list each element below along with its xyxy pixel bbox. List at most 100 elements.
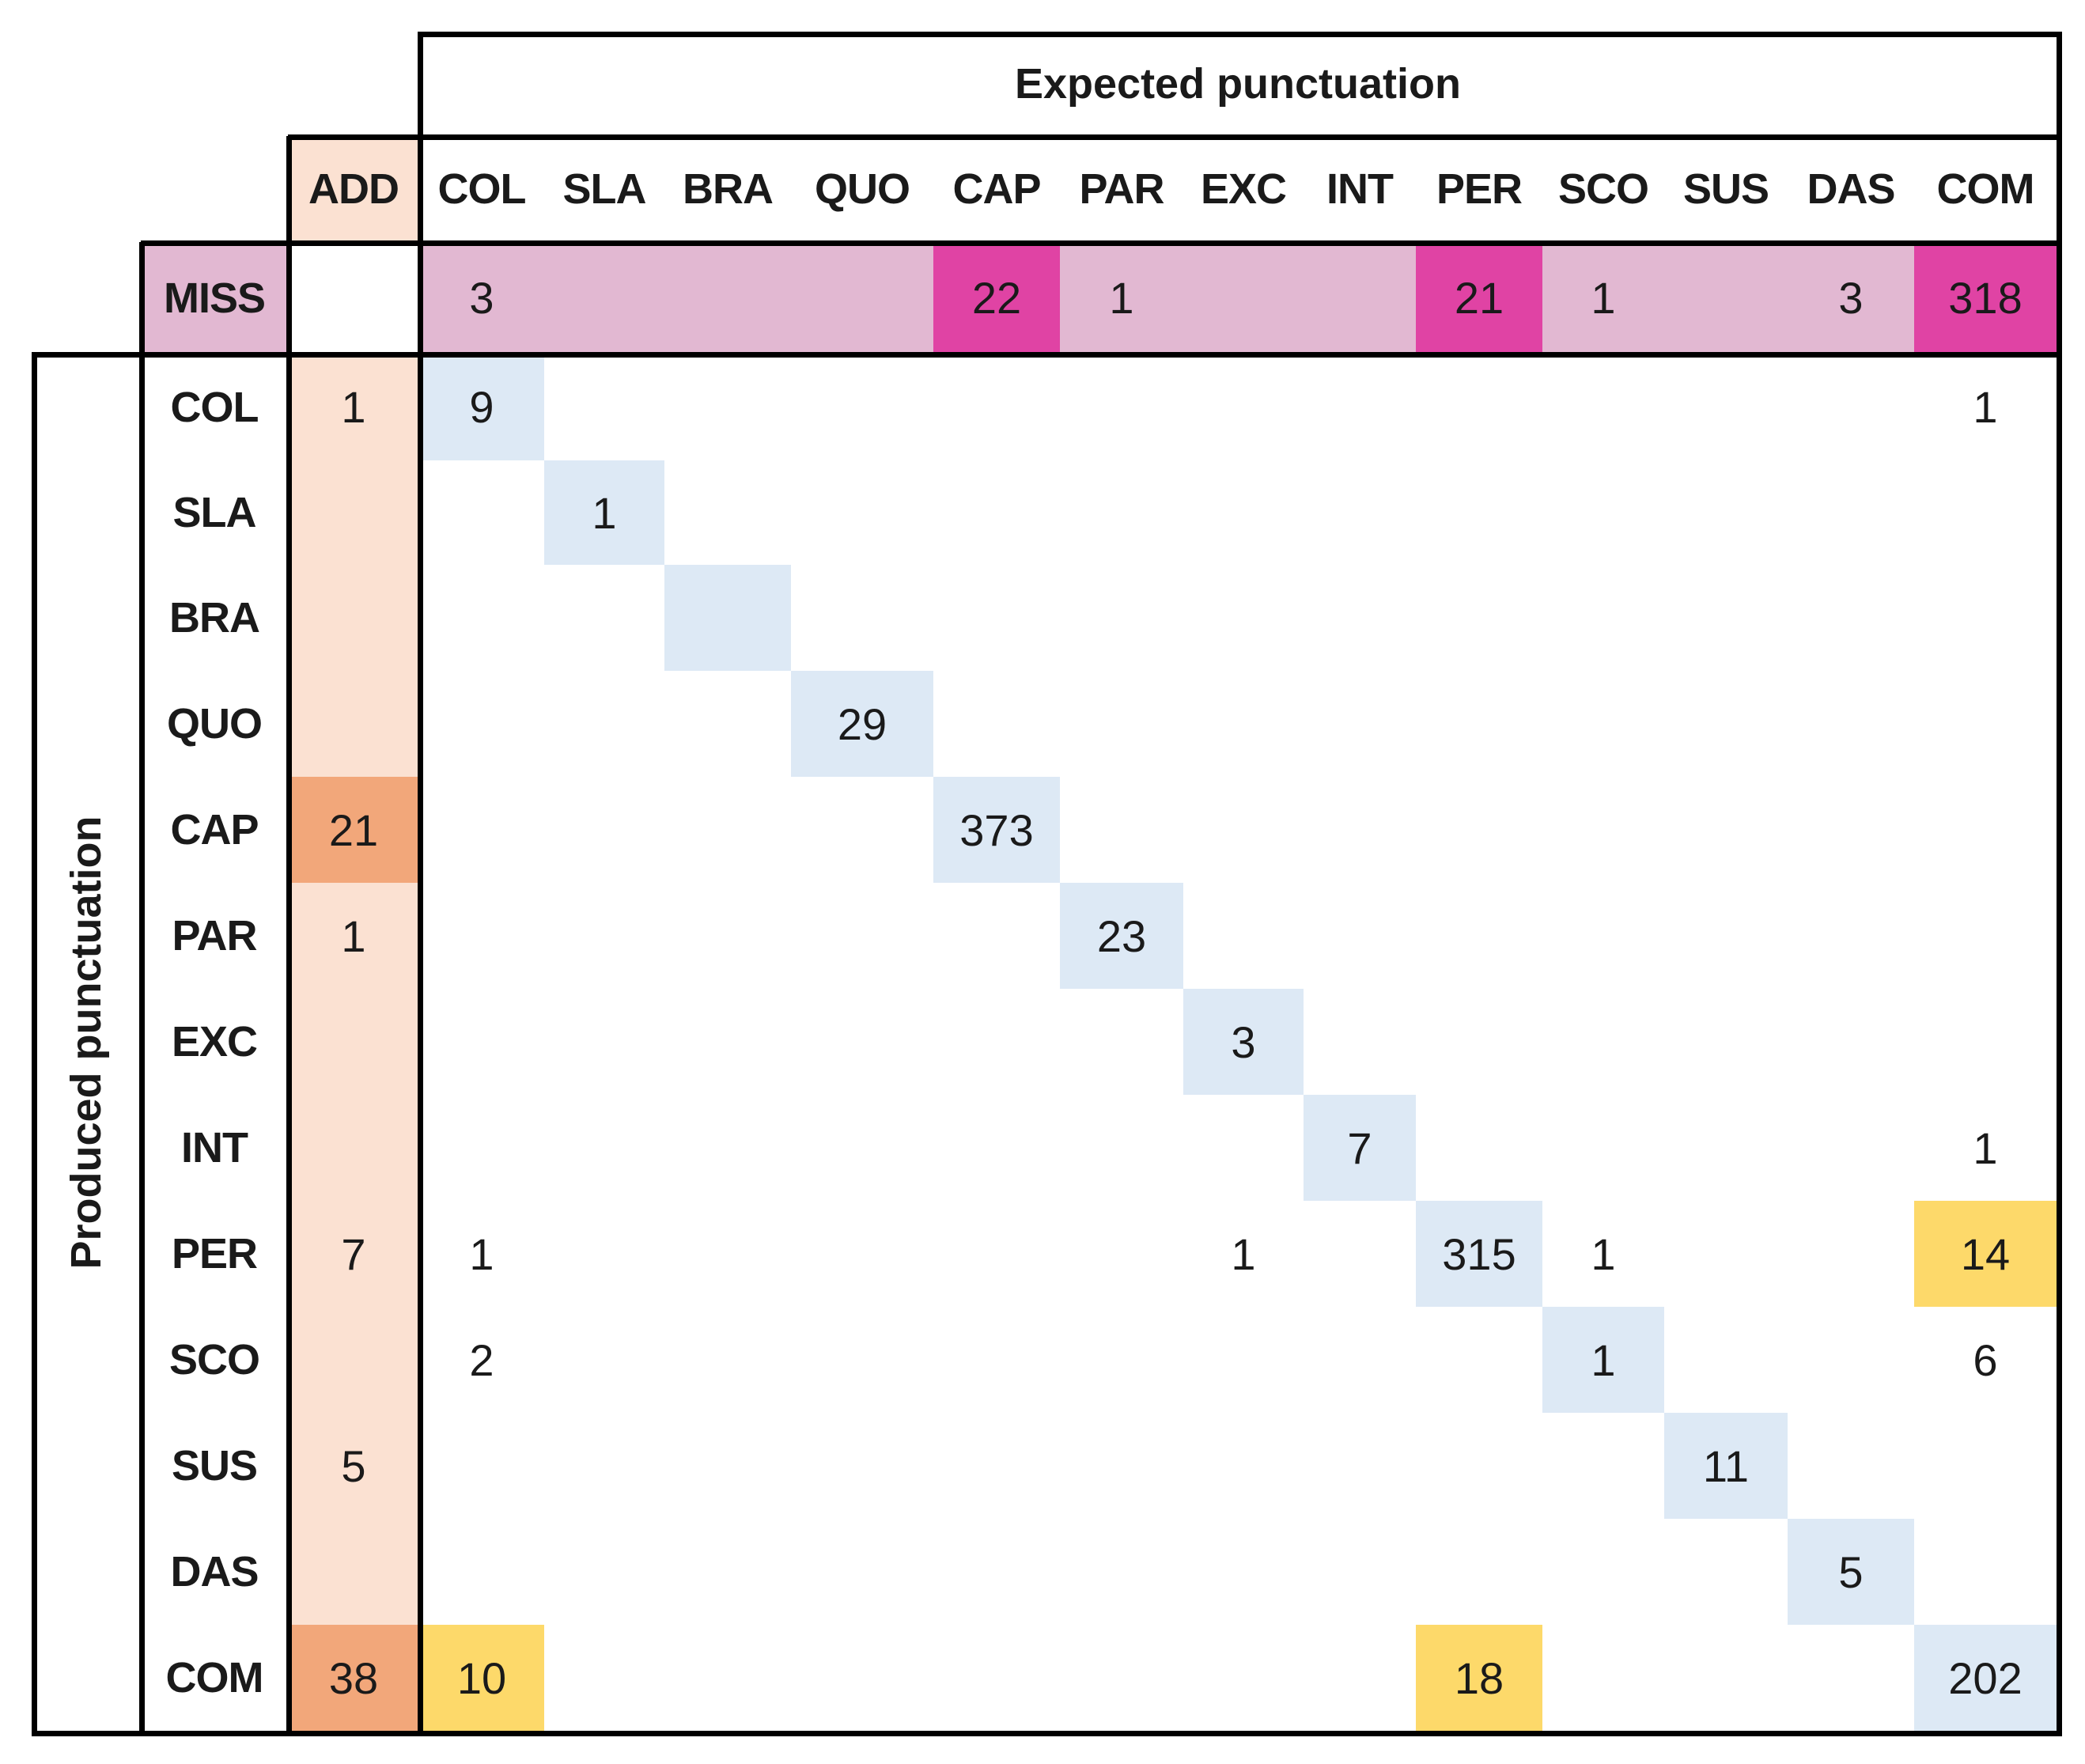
matrix-cell-col-col-label: 9 bbox=[469, 382, 494, 432]
add-cell-col: 1 bbox=[288, 354, 419, 460]
matrix-cell-col-com: 1 bbox=[1914, 354, 2057, 460]
matrix-cell-sus-sus: 11 bbox=[1664, 1413, 1788, 1519]
add-header-label: ADD bbox=[308, 165, 399, 213]
matrix-cell-per-per: 315 bbox=[1416, 1201, 1542, 1307]
row-header-int: INT bbox=[141, 1095, 288, 1201]
miss-label-label: MISS bbox=[163, 274, 266, 322]
matrix-cell-das-das: 5 bbox=[1788, 1519, 1914, 1625]
border-produced-left bbox=[32, 352, 37, 1736]
row-header-sus: SUS bbox=[141, 1413, 288, 1519]
miss-band bbox=[419, 242, 2057, 354]
add-miss-corner bbox=[288, 242, 419, 354]
matrix-cell-per-exc-label: 1 bbox=[1231, 1228, 1256, 1279]
miss-cell-das: 3 bbox=[1788, 242, 1914, 354]
column-header-int: INT bbox=[1304, 136, 1416, 242]
matrix-cell-sco-sco-label: 1 bbox=[1591, 1334, 1616, 1385]
matrix-cell-per-col: 1 bbox=[419, 1201, 544, 1307]
miss-cell-sco-label: 1 bbox=[1591, 273, 1616, 323]
border-miss-bottom bbox=[32, 352, 2057, 358]
matrix-cell-per-com: 14 bbox=[1914, 1201, 2057, 1307]
row-header-bra: BRA bbox=[141, 565, 288, 671]
matrix-cell-sco-com: 6 bbox=[1914, 1307, 2057, 1413]
row-header-col-label: COL bbox=[170, 383, 259, 431]
row-header-sla-label: SLA bbox=[172, 489, 257, 536]
produced-punctuation-title: Produced punctuation bbox=[62, 816, 110, 1269]
matrix-cell-sus-sus-label: 11 bbox=[1702, 1440, 1750, 1491]
miss-cell-par: 1 bbox=[1060, 242, 1183, 354]
column-header-quo: QUO bbox=[791, 136, 933, 242]
matrix-cell-sla-sla: 1 bbox=[544, 460, 664, 565]
column-header-per-label: PER bbox=[1436, 165, 1523, 213]
column-header-sco-label: SCO bbox=[1557, 165, 1649, 213]
row-header-bra-label: BRA bbox=[169, 594, 260, 642]
miss-cell-col-label: 3 bbox=[469, 273, 494, 323]
matrix-cell-com-per: 18 bbox=[1416, 1625, 1542, 1731]
miss-cell-per-label: 21 bbox=[1454, 273, 1504, 323]
matrix-cell-col-com-label: 1 bbox=[1973, 382, 1998, 432]
row-header-das-label: DAS bbox=[170, 1548, 259, 1596]
matrix-cell-sco-col-label: 2 bbox=[469, 1334, 494, 1385]
matrix-cell-int-int-label: 7 bbox=[1347, 1122, 1372, 1173]
row-header-per-label: PER bbox=[171, 1230, 258, 1278]
matrix-cell-int-int: 7 bbox=[1304, 1095, 1416, 1201]
matrix-cell-int-com-label: 1 bbox=[1973, 1122, 1998, 1173]
matrix-cell-cap-cap-label: 373 bbox=[959, 804, 1034, 855]
border-bottom bbox=[32, 1731, 2062, 1736]
matrix-cell-par-par-label: 23 bbox=[1096, 910, 1147, 961]
miss-cell-com: 318 bbox=[1914, 242, 2057, 354]
matrix-cell-com-col: 10 bbox=[419, 1625, 544, 1731]
row-header-das: DAS bbox=[141, 1519, 288, 1625]
row-header-per: PER bbox=[141, 1201, 288, 1307]
add-cell-com-label: 38 bbox=[328, 1652, 379, 1703]
column-header-sus: SUS bbox=[1664, 136, 1788, 242]
miss-cell-das-label: 3 bbox=[1838, 273, 1864, 323]
column-header-sco: SCO bbox=[1542, 136, 1664, 242]
border-title-bottom bbox=[419, 134, 2057, 140]
matrix-cell-bra-bra bbox=[664, 565, 791, 671]
miss-cell-sco: 1 bbox=[1542, 242, 1664, 354]
matrix-cell-sco-com-label: 6 bbox=[1973, 1334, 1998, 1385]
row-header-sco-label: SCO bbox=[168, 1336, 260, 1384]
matrix-cell-exc-exc-label: 3 bbox=[1231, 1016, 1256, 1067]
border-right bbox=[2057, 32, 2062, 1736]
column-header-int-label: INT bbox=[1326, 165, 1394, 213]
add-cell-sus: 5 bbox=[288, 1413, 419, 1519]
matrix-cell-cap-cap: 373 bbox=[933, 777, 1060, 883]
row-header-exc: EXC bbox=[141, 989, 288, 1095]
add-cell-col-label: 1 bbox=[341, 382, 366, 432]
column-header-bra: BRA bbox=[664, 136, 791, 242]
add-header: ADD bbox=[288, 136, 419, 242]
column-header-col: COL bbox=[419, 136, 544, 242]
matrix-cell-per-per-label: 315 bbox=[1442, 1228, 1516, 1279]
row-header-par-label: PAR bbox=[172, 912, 257, 960]
add-cell-cap: 21 bbox=[288, 777, 419, 883]
column-header-col-label: COL bbox=[437, 165, 527, 213]
row-header-par: PAR bbox=[141, 883, 288, 989]
matrix-cell-col-col: 9 bbox=[419, 354, 544, 460]
matrix-cell-int-com: 1 bbox=[1914, 1095, 2057, 1201]
column-header-sus-label: SUS bbox=[1682, 165, 1769, 213]
matrix-cell-com-col-label: 10 bbox=[456, 1652, 507, 1703]
matrix-cell-quo-quo-label: 29 bbox=[837, 698, 887, 749]
column-header-cap-label: CAP bbox=[952, 165, 1041, 213]
add-cell-com: 38 bbox=[288, 1625, 419, 1731]
border-add-top bbox=[288, 134, 419, 140]
border-header-bottom bbox=[141, 240, 2057, 246]
add-cell-par: 1 bbox=[288, 883, 419, 989]
matrix-cell-exc-exc: 3 bbox=[1183, 989, 1304, 1095]
matrix-cell-per-com-label: 14 bbox=[1960, 1228, 2011, 1279]
column-header-das: DAS bbox=[1788, 136, 1914, 242]
column-header-bra-label: BRA bbox=[683, 165, 774, 213]
add-cell-cap-label: 21 bbox=[328, 804, 379, 855]
row-header-sco: SCO bbox=[141, 1307, 288, 1413]
miss-cell-col: 3 bbox=[419, 242, 544, 354]
miss-cell-cap-label: 22 bbox=[971, 273, 1022, 323]
matrix-cell-per-sco: 1 bbox=[1542, 1201, 1664, 1307]
row-header-int-label: INT bbox=[181, 1124, 248, 1172]
matrix-cell-quo-quo: 29 bbox=[791, 671, 933, 777]
column-header-cap: CAP bbox=[933, 136, 1060, 242]
column-header-das-label: DAS bbox=[1807, 165, 1895, 213]
matrix-cell-sla-sla-label: 1 bbox=[592, 487, 617, 538]
column-header-exc-label: EXC bbox=[1200, 165, 1287, 213]
